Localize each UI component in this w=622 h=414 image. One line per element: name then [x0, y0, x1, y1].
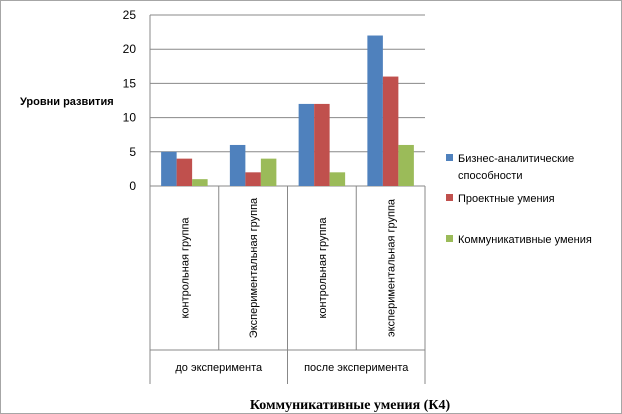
legend-swatch: [446, 154, 453, 161]
legend-label: Бизнес-аналитические: [458, 153, 574, 165]
y-tick-label: 10: [123, 111, 137, 125]
bar: [382, 76, 399, 186]
legend-label: способности: [458, 170, 523, 182]
legend-swatch: [446, 235, 453, 242]
bar: [176, 158, 193, 186]
group-label: до эксперимента: [175, 362, 263, 374]
y-tick-label: 0: [129, 179, 136, 193]
legend-label: Проектные умения: [458, 193, 555, 205]
bar: [192, 179, 208, 186]
y-axis-title: Уровни развития: [20, 96, 114, 108]
legend-label: Коммуникативные умения: [458, 234, 592, 246]
bar: [161, 151, 177, 186]
legend-swatch: [446, 194, 453, 201]
bar: [329, 172, 346, 186]
category-label: Экспериментальная группа: [248, 197, 260, 338]
bar: [245, 172, 261, 186]
chart-title: Коммуникативные умения (К4): [250, 398, 451, 413]
category-label: экспериментальная группа: [386, 198, 398, 337]
group-label: после эксперимента: [304, 362, 409, 374]
y-tick-label: 20: [123, 42, 137, 56]
category-label: контрольная группа: [317, 217, 329, 319]
y-tick-label: 25: [123, 8, 137, 22]
bar: [229, 144, 246, 186]
category-label: контрольная группа: [179, 217, 191, 319]
bar: [298, 103, 315, 186]
bar: [398, 144, 414, 186]
y-tick-label: 15: [123, 76, 137, 90]
bar: [367, 35, 383, 186]
bar: [314, 103, 330, 186]
y-tick-label: 5: [129, 145, 136, 159]
bar: [260, 158, 277, 186]
